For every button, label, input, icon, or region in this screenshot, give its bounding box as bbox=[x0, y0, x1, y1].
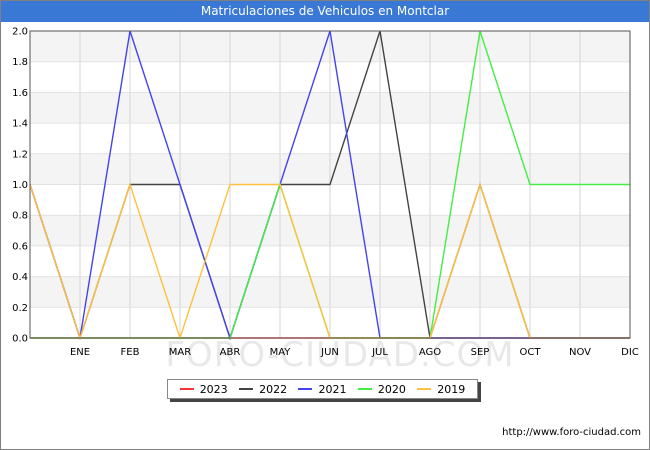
y-tick-label: 1.8 bbox=[12, 57, 28, 68]
y-tick-label: 0.6 bbox=[12, 241, 28, 252]
legend-label: 2023 bbox=[199, 382, 228, 396]
axes bbox=[29, 30, 631, 339]
x-tick-label: NOV bbox=[569, 347, 591, 358]
x-tick-label: DIC bbox=[621, 347, 639, 358]
legend: 2023 2022 2021 2020 2019 bbox=[167, 379, 478, 399]
y-tick-labels: 0.0 0.2 0.4 0.6 0.8 1.0 1.2 1.4 1.6 1.8 2.0 bbox=[12, 27, 28, 345]
y-tick-label: 1.4 bbox=[12, 119, 28, 130]
legend-label: 2021 bbox=[318, 382, 347, 396]
chart-title: Matriculaciones de Vehiculos en Montclar bbox=[1, 1, 649, 22]
watermark: FORO-CIUDAD.COM bbox=[165, 335, 515, 375]
legend-item-2022: 2022 bbox=[239, 383, 287, 396]
legend-swatch bbox=[417, 388, 432, 390]
legend-label: 2019 bbox=[437, 382, 466, 396]
x-tick-label: AGO bbox=[419, 347, 441, 358]
legend-item-2019: 2019 bbox=[417, 383, 465, 396]
y-tick-label: 1.0 bbox=[12, 180, 28, 191]
y-tick-label: 2.0 bbox=[12, 27, 28, 38]
x-tick-label: OCT bbox=[520, 347, 542, 358]
y-tick-label: 0.2 bbox=[12, 303, 28, 314]
x-tick-label: MAY bbox=[270, 347, 292, 358]
source-url: http://www.foro-ciudad.com bbox=[502, 427, 641, 438]
x-tick-label: MAR bbox=[169, 347, 191, 358]
legend-item-2020: 2020 bbox=[357, 382, 406, 396]
y-tick-label: 1.6 bbox=[12, 88, 28, 99]
legend-item-2021: 2021 bbox=[298, 383, 346, 396]
x-tick-label: FEB bbox=[121, 347, 140, 358]
x-tick-label: JUL bbox=[371, 347, 388, 358]
y-tick-label: 0.0 bbox=[12, 334, 28, 345]
x-tick-label: SEP bbox=[471, 347, 490, 358]
legend-swatch bbox=[179, 388, 194, 390]
x-tick-labels: ENE FEB MAR ABR MAY JUN JUL AGO SEP OCT NOV DIC bbox=[70, 347, 639, 358]
x-tick-label: JUN bbox=[320, 347, 339, 358]
legend-label: 2020 bbox=[377, 382, 406, 396]
x-tick-label: ABR bbox=[220, 347, 241, 358]
plot-border bbox=[29, 30, 631, 339]
x-tick-label: ENE bbox=[70, 347, 90, 358]
y-tick-label: 0.4 bbox=[12, 272, 28, 283]
y-tick-label: 0.8 bbox=[12, 211, 28, 222]
legend-item-2023: 2023 bbox=[179, 382, 228, 396]
y-tick-label: 1.2 bbox=[12, 149, 28, 160]
legend-swatch bbox=[357, 388, 372, 390]
legend-label: 2022 bbox=[259, 382, 288, 396]
legend-swatch bbox=[239, 388, 254, 390]
legend-swatch bbox=[298, 388, 313, 390]
